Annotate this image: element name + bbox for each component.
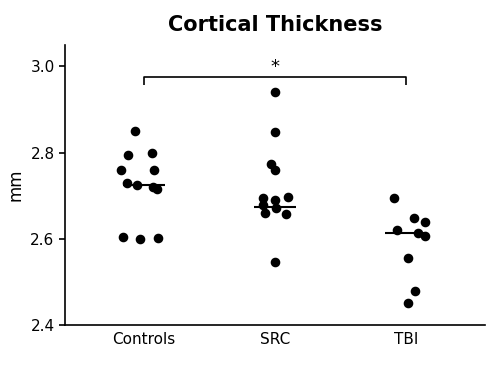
- Point: [282, 211, 290, 217]
- Point: [412, 288, 420, 294]
- Point: [149, 184, 157, 190]
- Point: [410, 215, 418, 221]
- Point: [404, 255, 411, 261]
- Point: [259, 195, 267, 201]
- Point: [404, 300, 411, 306]
- Text: *: *: [270, 58, 280, 76]
- Point: [154, 235, 162, 241]
- Point: [271, 167, 279, 173]
- Point: [271, 129, 279, 135]
- Point: [271, 197, 279, 203]
- Point: [122, 180, 130, 186]
- Point: [259, 202, 267, 208]
- Point: [119, 234, 127, 240]
- Point: [390, 195, 398, 201]
- Point: [133, 182, 141, 188]
- Point: [260, 210, 268, 216]
- Point: [420, 233, 428, 239]
- Point: [148, 150, 156, 156]
- Point: [153, 187, 161, 193]
- Point: [272, 205, 280, 211]
- Point: [414, 230, 422, 236]
- Point: [136, 236, 144, 242]
- Point: [284, 194, 292, 200]
- Point: [393, 227, 401, 233]
- Point: [267, 160, 275, 166]
- Point: [271, 258, 279, 264]
- Point: [271, 89, 279, 95]
- Point: [118, 167, 126, 173]
- Point: [150, 167, 158, 173]
- Title: Cortical Thickness: Cortical Thickness: [168, 15, 382, 35]
- Point: [420, 219, 428, 225]
- Y-axis label: mm: mm: [7, 169, 25, 201]
- Point: [130, 128, 138, 134]
- Point: [124, 152, 132, 158]
